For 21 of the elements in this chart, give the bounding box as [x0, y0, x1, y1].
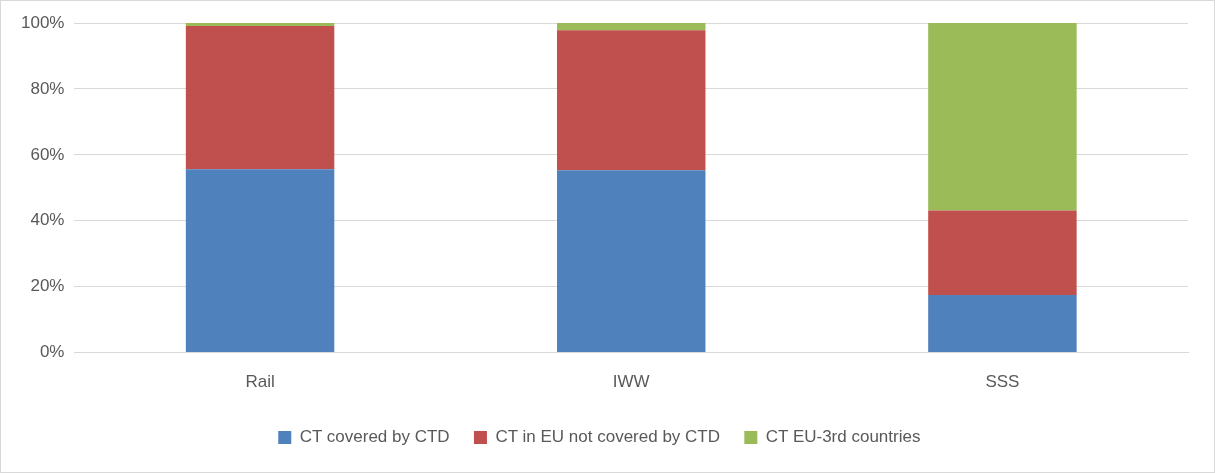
legend-label: CT EU-3rd countries	[765, 427, 921, 447]
y-tick-label: 40%	[30, 210, 65, 230]
bar	[928, 23, 1077, 211]
y-tick-label: 20%	[30, 276, 65, 296]
y-tick-label: 0%	[39, 342, 65, 362]
legend-label: CT covered by CTD	[299, 427, 450, 447]
bar	[185, 169, 335, 353]
x-tick-label: SSS	[985, 372, 1020, 392]
bar	[928, 210, 1077, 295]
bar	[557, 170, 706, 353]
x-tick-label: IWW	[612, 372, 650, 392]
legend-label: CT in EU not covered by CTD	[495, 427, 721, 447]
y-tick-label: 80%	[30, 78, 65, 98]
bar	[185, 25, 335, 170]
bar	[185, 23, 335, 26]
y-tick-label: 100%	[21, 12, 65, 32]
bar	[557, 30, 706, 171]
bar	[928, 294, 1077, 353]
x-tick-label: Rail	[245, 372, 275, 392]
y-tick-label: 60%	[30, 144, 65, 164]
bar	[557, 23, 706, 31]
